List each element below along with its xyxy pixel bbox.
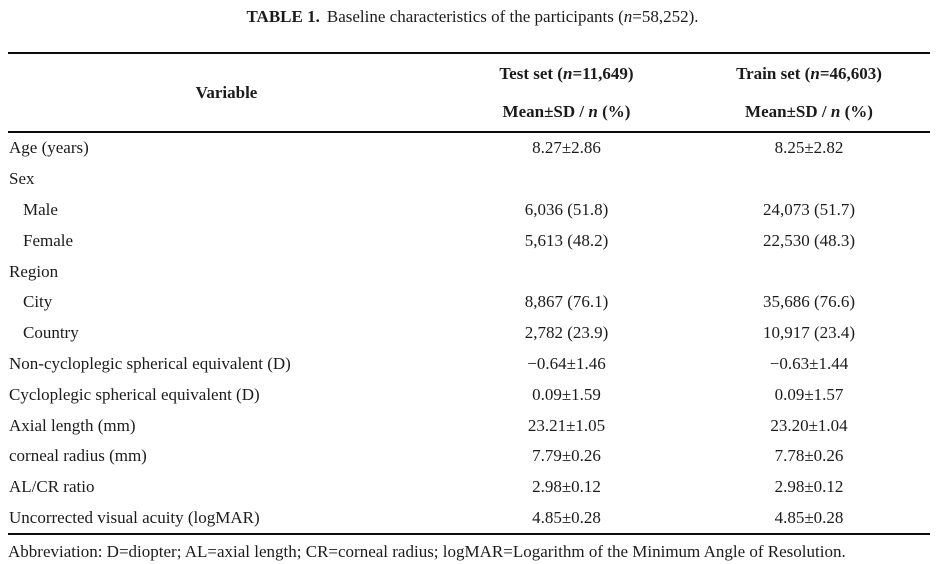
baseline-characteristics-table: Variable Test set (n=11,649) Train set (… <box>8 52 930 536</box>
row-label: Axial length (mm) <box>9 415 136 435</box>
table-row: Sex <box>8 164 930 195</box>
row-label: Uncorrected visual acuity (logMAR) <box>9 507 260 527</box>
abbreviation-footnote: Abbreviation: D=diopter; AL=axial length… <box>8 542 846 561</box>
test-set-value: 23.21±1.05 <box>527 415 606 435</box>
row-label: City <box>23 292 53 312</box>
train-set-value: 4.85±0.28 <box>774 507 844 527</box>
table-row: Region <box>8 256 930 287</box>
train-set-value: 10,917 (23.4) <box>762 323 856 343</box>
table-row: Female 5,613 (48.2) 22,530 (48.3) <box>8 225 930 256</box>
test-set-value: 8,867 (76.1) <box>524 292 609 312</box>
table-row: Cycloplegic spherical equivalent (D) 0.09… <box>8 379 930 410</box>
row-label: corneal radius (mm) <box>9 446 147 466</box>
row-label: Cycloplegic spherical equivalent (D) <box>9 384 260 404</box>
column-header-test-set: Test set (n=11,649) <box>499 63 634 83</box>
test-set-value: 2.98±0.12 <box>532 477 601 497</box>
row-label: Age (years) <box>9 138 89 158</box>
row-label: Sex <box>9 169 35 189</box>
train-set-value: 35,686 (76.6) <box>762 292 856 312</box>
test-set-value: 6,036 (51.8) <box>524 199 609 219</box>
table-row: Uncorrected visual acuity (logMAR) 4.85±0… <box>8 503 930 535</box>
train-set-value: 24,073 (51.7) <box>762 199 856 219</box>
table-row: Age (years) 8.27±2.86 8.25±2.82 <box>8 132 930 164</box>
row-label: Country <box>23 323 79 343</box>
train-set-value: −0.63±1.44 <box>769 353 849 373</box>
table-body: Age (years) 8.27±2.86 8.25±2.82 Sex Male 6,03… <box>8 132 930 534</box>
column-subheader-test-set: Mean±SD / n (%) <box>502 102 631 121</box>
test-set-value: −0.64±1.46 <box>527 353 606 373</box>
test-set-value: 5,613 (48.2) <box>524 230 609 250</box>
test-set-value <box>445 256 688 287</box>
table-header: Variable Test set (n=11,649) Train set (… <box>8 53 930 132</box>
train-set-value: 8.25±2.82 <box>774 138 844 158</box>
table-row: City 8,867 (76.1) 35,686 (76.6) <box>8 287 930 318</box>
test-set-value: 2,782 (23.9) <box>524 323 609 343</box>
column-subheader-train-set: Mean±SD / n (%) <box>745 102 873 121</box>
table-header-row-groups: Variable Test set (n=11,649) Train set (… <box>8 53 930 102</box>
row-label: AL/CR ratio <box>9 477 95 497</box>
table-row: Axial length (mm) 23.21±1.05 23.20±1.04 <box>8 410 930 441</box>
table-row: Country 2,782 (23.9) 10,917 (23.4) <box>8 318 930 349</box>
test-set-value: 8.27±2.86 <box>532 138 601 158</box>
column-header-variable: Variable <box>195 82 258 102</box>
train-set-value: 22,530 (48.3) <box>762 230 856 250</box>
table-header-row-measures: Mean±SD / n (%) Mean±SD / n (%) <box>8 93 930 132</box>
train-set-value: 23.20±1.04 <box>770 415 848 435</box>
row-label: Male <box>23 199 58 219</box>
test-set-value: 7.79±0.26 <box>532 446 601 466</box>
test-set-value: 4.85±0.28 <box>532 507 601 527</box>
train-set-value: 0.09±1.57 <box>774 384 844 404</box>
table-row: Male 6,036 (51.8) 24,073 (51.7) <box>8 195 930 226</box>
test-set-value <box>445 164 688 195</box>
train-set-value: 2.98±0.12 <box>774 477 844 497</box>
column-header-train-set: Train set (n=46,603) <box>736 63 882 83</box>
table-row: AL/CR ratio 2.98±0.12 2.98±0.12 <box>8 472 930 503</box>
table-caption-text: Baseline characteristics of the particip… <box>326 7 699 26</box>
train-set-value: 7.78±0.26 <box>774 446 844 466</box>
row-label: Non-cycloplegic spherical equivalent (D) <box>9 353 291 373</box>
table-row: Non-cycloplegic spherical equivalent (D)… <box>8 349 930 380</box>
train-set-value <box>688 164 930 195</box>
table-row: corneal radius (mm) 7.79±0.26 7.78±0.26 <box>8 441 930 472</box>
test-set-value: 0.09±1.59 <box>532 384 601 404</box>
row-label: Region <box>9 261 59 281</box>
table-caption: TABLE 1. Baseline characteristics of the … <box>0 6 945 28</box>
train-set-value <box>688 256 930 287</box>
row-label: Female <box>23 230 74 250</box>
table-caption-label: TABLE 1. <box>246 7 320 26</box>
